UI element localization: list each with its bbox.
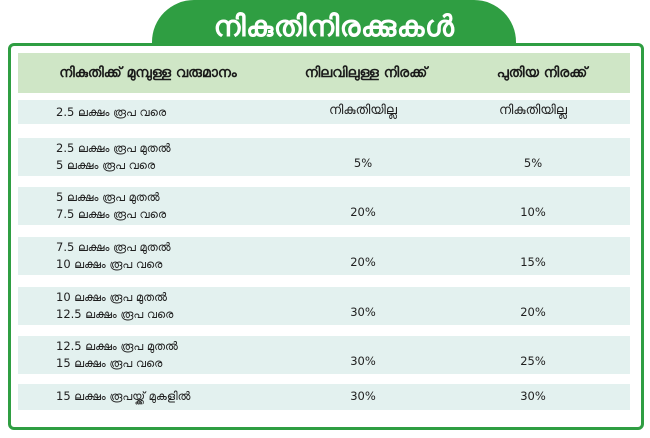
table-row: 12.5 ലക്ഷം രൂപ മുതൽ 15 ലക്ഷം രൂപ വരെ 30%…	[18, 336, 630, 374]
table-row: 2.5 ലക്ഷം രൂപ മുതൽ 5 ലക്ഷം രൂപ വരെ 5% 5%	[18, 138, 630, 176]
current-rate-cell: 20%	[350, 255, 376, 269]
new-rate-cell: 5%	[523, 156, 543, 170]
new-rate-cell: നികുതിയില്ല	[499, 103, 567, 118]
header-current-rate: നിലവിലുള്ള നിരക്ക്	[304, 65, 428, 81]
table-header: നികുതിക്ക് മുമ്പുള്ള വരുമാനം നിലവിലുള്ള …	[18, 53, 630, 93]
income-line: 2.5 ലക്ഷം രൂപ മുതൽ	[56, 141, 171, 155]
table-row: 2.5 ലക്ഷം രൂപ വരെ നികുതിയില്ല നികുതിയില്…	[18, 100, 630, 124]
income-line: 10 ലക്ഷം രൂപ മുതൽ	[56, 290, 167, 304]
income-cell: 5 ലക്ഷം രൂപ മുതൽ 7.5 ലക്ഷം രൂപ വരെ	[56, 189, 166, 223]
income-cell: 2.5 ലക്ഷം രൂപ വരെ	[56, 104, 166, 121]
income-cell: 12.5 ലക്ഷം രൂപ മുതൽ 15 ലക്ഷം രൂപ വരെ	[56, 338, 178, 372]
income-line: 5 ലക്ഷം രൂപ വരെ	[56, 158, 156, 172]
current-rate-cell: 5%	[353, 156, 373, 170]
income-cell: 2.5 ലക്ഷം രൂപ മുതൽ 5 ലക്ഷം രൂപ വരെ	[56, 140, 171, 174]
table-row: 15 ലക്ഷം രൂപയ്ക്ക് മുകളിൽ 30% 30%	[18, 384, 630, 410]
income-line: 10 ലക്ഷം രൂപ വരെ	[56, 257, 163, 271]
new-rate-cell: 10%	[520, 205, 546, 219]
income-line: 5 ലക്ഷം രൂപ മുതൽ	[56, 190, 160, 204]
new-rate-cell: 15%	[520, 255, 546, 269]
current-rate-cell: 30%	[350, 305, 376, 319]
income-line: 12.5 ലക്ഷം രൂപ വരെ	[56, 307, 174, 321]
income-cell: 15 ലക്ഷം രൂപയ്ക്ക് മുകളിൽ	[56, 388, 190, 405]
table-row: 7.5 ലക്ഷം രൂപ മുതൽ 10 ലക്ഷം രൂപ വരെ 20% …	[18, 237, 630, 275]
current-rate-cell: 30%	[350, 389, 376, 403]
income-line: 7.5 ലക്ഷം രൂപ മുതൽ	[56, 240, 171, 254]
income-line: 2.5 ലക്ഷം രൂപ വരെ	[56, 105, 167, 119]
current-rate-cell: 30%	[350, 354, 376, 368]
table-row: 5 ലക്ഷം രൂപ മുതൽ 7.5 ലക്ഷം രൂപ വരെ 20% 1…	[18, 187, 630, 225]
table-row: 10 ലക്ഷം രൂപ മുതൽ 12.5 ലക്ഷം രൂപ വരെ 30%…	[18, 287, 630, 325]
income-line: 15 ലക്ഷം രൂപ വരെ	[56, 356, 163, 370]
header-new-rate: പുതിയ നിരക്ക്	[496, 65, 588, 81]
income-line: 12.5 ലക്ഷം രൂപ മുതൽ	[56, 339, 178, 353]
current-rate-cell: നികുതിയില്ല	[329, 103, 397, 118]
income-cell: 10 ലക്ഷം രൂപ മുതൽ 12.5 ലക്ഷം രൂപ വരെ	[56, 289, 173, 323]
new-rate-cell: 20%	[520, 305, 546, 319]
new-rate-cell: 30%	[520, 389, 546, 403]
income-cell: 7.5 ലക്ഷം രൂപ മുതൽ 10 ലക്ഷം രൂപ വരെ	[56, 239, 171, 273]
income-line: 15 ലക്ഷം രൂപയ്ക്ക് മുകളിൽ	[56, 389, 191, 403]
current-rate-cell: 20%	[350, 205, 376, 219]
header-income: നികുതിക്ക് മുമ്പുള്ള വരുമാനം	[59, 65, 237, 81]
new-rate-cell: 25%	[520, 354, 546, 368]
income-line: 7.5 ലക്ഷം രൂപ വരെ	[56, 207, 167, 221]
